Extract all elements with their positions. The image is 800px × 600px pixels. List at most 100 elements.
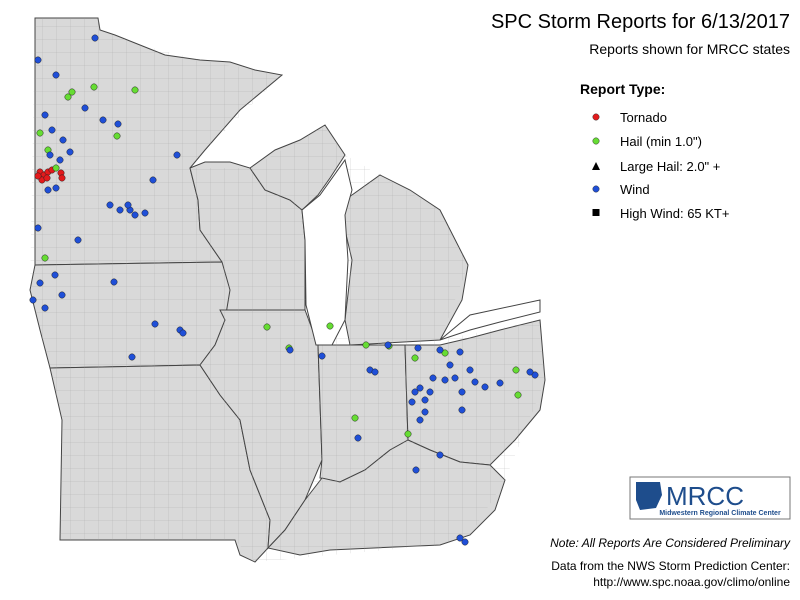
storm-report [446, 361, 454, 369]
storm-report [411, 354, 419, 362]
lake-michigan [301, 158, 353, 346]
storm-report [481, 383, 489, 391]
storm-report [496, 379, 504, 387]
storm-report [29, 296, 37, 304]
storm-report [416, 384, 424, 392]
storm-report [441, 349, 449, 357]
storm-reports [29, 34, 539, 546]
logo: MRCC Midwestern Regional Climate Center [629, 476, 791, 520]
storm-report [421, 396, 429, 404]
storm-report [411, 388, 419, 396]
storm-report [43, 174, 51, 182]
storm-report [52, 71, 60, 79]
logo-icon [636, 482, 662, 510]
storm-report [318, 352, 326, 360]
legend-symbol [592, 113, 600, 121]
legend-symbol [592, 209, 600, 216]
storm-report [408, 398, 416, 406]
storm-report [362, 341, 370, 349]
subtitle: Reports shown for MRCC states [589, 41, 790, 57]
storm-report [436, 346, 444, 354]
storm-report [466, 366, 474, 374]
storm-report [41, 304, 49, 312]
title: SPC Storm Reports for 6/13/2017 [491, 11, 790, 33]
storm-report [90, 83, 98, 91]
storm-report [124, 201, 132, 209]
storm-report [46, 151, 54, 159]
legend-item: Tornado [620, 110, 667, 125]
storm-report [52, 184, 60, 192]
storm-report [426, 388, 434, 396]
storm-report [131, 86, 139, 94]
logo-name: MRCC [666, 481, 744, 511]
storm-report [526, 368, 534, 376]
storm-report [113, 132, 121, 140]
storm-report [512, 366, 520, 374]
storm-report [36, 129, 44, 137]
storm-report [404, 430, 412, 438]
source-url: http://www.spc.noaa.gov/climo/online [593, 575, 790, 589]
storm-report [74, 236, 82, 244]
storm-report [471, 378, 479, 386]
storm-report [59, 136, 67, 144]
storm-report [326, 322, 334, 330]
storm-report [412, 466, 420, 474]
storm-report [36, 279, 44, 287]
storm-report [286, 346, 294, 354]
legend-item: Large Hail: 2.0" + [620, 159, 720, 174]
storm-report [110, 278, 118, 286]
storm-report [34, 224, 42, 232]
storm-report [456, 534, 464, 542]
storm-report [131, 211, 139, 219]
storm-report [34, 172, 42, 180]
counties [30, 18, 545, 562]
storm-report [414, 344, 422, 352]
storm-report [66, 148, 74, 156]
storm-report [44, 186, 52, 194]
lake-erie [439, 299, 541, 341]
storm-report [514, 391, 522, 399]
storm-report [441, 376, 449, 384]
county-grid [30, 18, 545, 562]
logo-full-name: Midwestern Regional Climate Center [659, 510, 781, 517]
storm-report [34, 56, 42, 64]
storm-report [351, 414, 359, 422]
storm-report [371, 368, 379, 376]
storm-report [128, 353, 136, 361]
storm-report [173, 151, 181, 159]
storm-report [384, 341, 392, 349]
source: Data from the NWS Storm Prediction Cente… [551, 559, 790, 573]
storm-report [456, 348, 464, 356]
storm-report [114, 120, 122, 128]
storm-report [179, 329, 187, 337]
storm-report [41, 254, 49, 262]
storm-report [451, 374, 459, 382]
storm-report [51, 271, 59, 279]
storm-report [141, 209, 149, 217]
storm-report [461, 538, 469, 546]
storm-report [58, 291, 66, 299]
storm-report [354, 434, 362, 442]
note: Note: All Reports Are Considered Prelimi… [550, 536, 791, 550]
storm-report [458, 406, 466, 414]
storm-report [64, 93, 72, 101]
storm-report [149, 176, 157, 184]
storm-report [58, 174, 66, 182]
storm-report [91, 34, 99, 42]
legend-item: High Wind: 65 KT+ [620, 206, 729, 221]
storm-report [116, 206, 124, 214]
storm-report [99, 116, 107, 124]
storm-report [81, 104, 89, 112]
storm-report [416, 416, 424, 424]
legend: Report Type: Tornado Hail (min 1.0") Lar… [580, 81, 729, 221]
storm-report [151, 320, 159, 328]
storm-report [429, 374, 437, 382]
storm-report [48, 126, 56, 134]
legend-symbol [592, 137, 600, 145]
legend-title: Report Type: [580, 81, 665, 97]
storm-report [458, 388, 466, 396]
storm-report [263, 323, 271, 331]
storm-report [68, 88, 76, 96]
storm-report [531, 371, 539, 379]
